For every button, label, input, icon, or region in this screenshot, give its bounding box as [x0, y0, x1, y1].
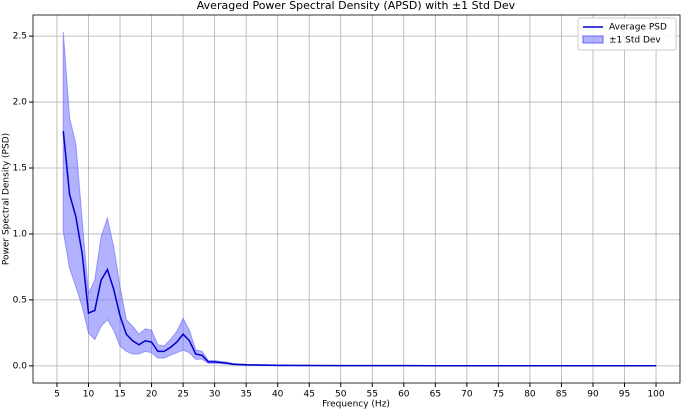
x-tick-label: 90	[587, 390, 599, 400]
plot-frame	[32, 14, 681, 384]
x-tick-label: 65	[430, 390, 441, 400]
x-tick-label: 100	[647, 390, 664, 400]
x-tick-label: 50	[335, 390, 347, 400]
chart-title: Averaged Power Spectral Density (APSD) w…	[197, 0, 516, 12]
x-tick-label: 10	[83, 390, 95, 400]
y-tick-label: 2.0	[13, 98, 28, 108]
x-tick-label: 80	[524, 390, 536, 400]
y-tick-label: 1.5	[13, 164, 27, 174]
x-tick-label: 45	[303, 390, 314, 400]
x-tick-label: 25	[177, 390, 188, 400]
x-tick-label: 60	[398, 390, 410, 400]
legend-swatch	[582, 35, 604, 44]
x-tick-label: 15	[114, 390, 125, 400]
y-tick-label: 2.5	[13, 32, 27, 42]
y-tick-label: 0.5	[13, 295, 27, 305]
x-tick-label: 70	[461, 390, 473, 400]
x-tick-label: 5	[54, 390, 60, 400]
x-tick-label: 40	[272, 390, 284, 400]
x-axis-label: Frequency (Hz)	[322, 400, 390, 410]
y-axis-label: Power Spectral Density (PSD)	[2, 133, 12, 265]
legend-label: Average PSD	[609, 23, 667, 33]
x-tick-label: 35	[240, 390, 251, 400]
x-tick-label: 75	[493, 390, 504, 400]
x-tick-label: 95	[619, 390, 630, 400]
x-tick-label: 85	[556, 390, 567, 400]
x-tick-label: 55	[367, 390, 378, 400]
y-tick-label: 0.0	[13, 361, 28, 371]
y-tick-label: 1.0	[13, 229, 28, 239]
legend-label: ±1 Std Dev	[609, 36, 661, 46]
x-tick-label: 20	[146, 390, 158, 400]
x-tick-label: 30	[209, 390, 221, 400]
mean-line	[62, 130, 657, 367]
std-band	[62, 32, 657, 367]
